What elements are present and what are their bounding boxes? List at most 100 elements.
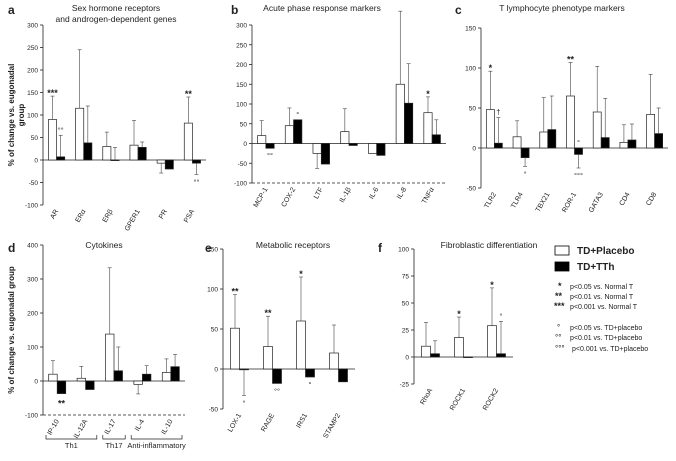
bar-placebo-CD8 [646, 114, 655, 149]
category-label: PSA [183, 208, 196, 224]
y-tick-label: 100 [27, 345, 38, 352]
bar-placebo-MCP-1 [257, 135, 267, 144]
bar-placebo-LOX-1 [230, 327, 240, 370]
bar-tth-IL-10 [170, 366, 180, 382]
bar-placebo-ROCK2 [487, 325, 497, 358]
group-bracket [45, 435, 98, 440]
significance-marker: ° [296, 110, 299, 119]
group-label: Th17 [105, 441, 122, 450]
legend-swatch-placebo [554, 245, 570, 256]
panel-title: Sex hormone receptors [72, 3, 160, 13]
bar-tth-GPER1 [137, 147, 147, 161]
legend-note-text-3: p<0.001 vs. Normal T [570, 304, 638, 311]
panel-title: T lymphocyte phenotype markers [499, 3, 625, 13]
significance-marker: ° [309, 380, 312, 389]
category-label: IL-17 [104, 418, 118, 435]
y-tick-label: 50 [402, 301, 410, 308]
significance-marker: ** [264, 308, 272, 318]
panel-title: Fibroblastic differentiation [441, 240, 538, 250]
panel-title: Cytokines [85, 240, 122, 250]
category-label: AR [49, 209, 60, 221]
bar-tth-TNFα [431, 134, 441, 144]
bar-placebo-STAMP2 [329, 352, 339, 370]
bar-tth-IL-4 [142, 373, 152, 382]
bar-tth-COX-2 [293, 119, 303, 144]
panel-letter: a [8, 3, 15, 17]
bar-tth-IRS1 [305, 368, 315, 378]
significance-marker: ° [524, 169, 527, 178]
bar-placebo-CD4 [619, 142, 629, 149]
legend-note-text-5: p<0.01 vs. TD+placebo [570, 335, 642, 342]
y-tick-label: 75 [402, 274, 410, 281]
category-label: IL-6 [368, 186, 380, 200]
panel-c: c T lymphocyte phenotype markers -50 0 50 100… [455, 3, 668, 214]
category-label: RhoA [419, 387, 434, 406]
y-tick-label: 0 [34, 158, 38, 165]
bar-placebo-TLR2 [485, 109, 495, 149]
legend-note-sym-4: ° [557, 323, 560, 332]
panel-d: d Cytokines % of change vs. eugonadal grou… [7, 240, 186, 450]
y-tick-label: -100 [234, 181, 247, 188]
significance-marker: °° [274, 386, 280, 395]
legend-note-sym-3: *** [554, 301, 565, 311]
y-tick-label: -100 [25, 413, 38, 420]
category-label: COX-2 [281, 186, 298, 208]
group-label: Anti-inflammatory [127, 441, 186, 450]
bar-tth-IP-10 [56, 380, 67, 394]
significance-marker: ** [58, 399, 66, 409]
category-label: IL-4 [134, 418, 146, 432]
bar-placebo-TNFα [423, 112, 433, 144]
significance-marker: ° [500, 311, 503, 320]
bar-placebo-AR [48, 119, 57, 161]
bar-placebo-IL-6 [368, 143, 378, 154]
category-label: IL-10 [160, 418, 174, 435]
legend: TD+Placebo TD+TTh * p<0.05 vs. Normal T … [554, 245, 648, 353]
significance-marker: ** [231, 287, 239, 297]
significance-marker: °° [193, 177, 199, 186]
category-label: IP-10 [47, 418, 61, 436]
y-tick-label: 0 [405, 355, 409, 362]
bar-placebo-IL-8 [395, 83, 405, 144]
y-tick-label: 250 [236, 42, 247, 49]
legend-note-text-1: p<0.05 vs. Normal T [570, 284, 634, 291]
category-label: IL-8 [396, 186, 408, 200]
category-label: ROR-1 [561, 191, 578, 213]
y-tick-label: 100 [207, 287, 218, 294]
y-axis-label: % of change vs. eugonadal group [7, 266, 16, 394]
category-label: TNFα [421, 187, 436, 206]
category-label: ERβ [102, 209, 115, 224]
y-tick-label: 0 [34, 379, 38, 386]
y-tick-label: 25 [402, 328, 410, 335]
bar-placebo-IL-10 [161, 372, 172, 382]
category-label: IL-1β [339, 187, 353, 204]
y-tick-label: 300 [27, 23, 38, 30]
legend-label-tth: TD+TTh [577, 262, 615, 273]
category-label: GPER1 [124, 208, 142, 232]
category-label: LOX-1 [227, 412, 243, 433]
y-tick-label: 100 [465, 66, 476, 73]
bar-tth-IL-12A [85, 380, 95, 390]
y-axis-label-line2: group [17, 104, 26, 127]
bar-placebo-RhoA [421, 345, 431, 358]
bar-tth-TBX21 [547, 129, 557, 149]
bar-placebo-IP-10 [48, 373, 58, 382]
significance-marker: ** [567, 54, 575, 64]
category-label: ROCK1 [449, 387, 467, 411]
panel-letter: f [378, 241, 383, 255]
panel-b: b Acute phase response markers -100 -50 0 50 1… [231, 3, 446, 209]
category-label: ERα [75, 209, 88, 224]
legend-note-sym-6: °°° [555, 344, 565, 353]
bar-tth-CD4 [627, 139, 637, 149]
bar-placebo-COX-2 [284, 125, 294, 144]
bar-placebo-IRS1 [296, 320, 306, 370]
significance-marker: °° [267, 151, 273, 160]
category-label: TBX21 [535, 191, 552, 213]
category-label: STAMP2 [322, 412, 342, 439]
bar-tth-MCP-1 [265, 143, 275, 149]
legend-note-text-2: p<0.01 vs. Normal T [570, 294, 634, 301]
significance-marker: ° [577, 138, 580, 147]
y-tick-label: 150 [236, 82, 247, 89]
panel-e: e Metabolic receptors -50 0 50 100 150 LOX-1 RAG… [205, 240, 355, 440]
y-tick-label: 200 [236, 62, 247, 69]
y-tick-label: -25 [400, 382, 410, 389]
